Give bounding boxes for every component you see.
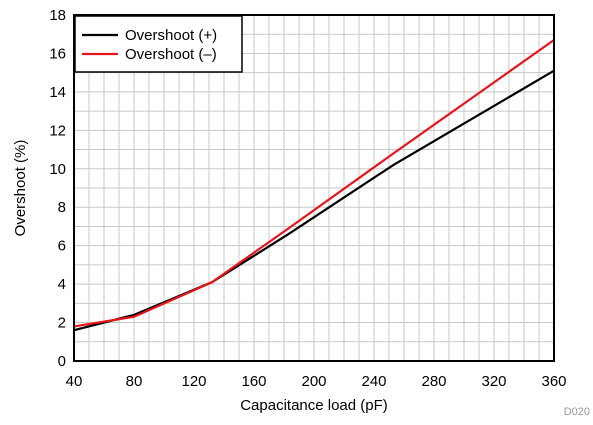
y-tick-label: 4 [58,276,66,293]
x-tick-label: 160 [241,373,266,390]
series-lines [73,39,555,332]
y-tick-label: 16 [49,45,66,62]
legend-label: Overshoot (–) [125,46,217,63]
x-tick-label: 200 [301,373,326,390]
y-tick-label: 18 [49,7,66,24]
plot-frame [73,14,555,362]
x-tick-labels: 40 80 120 160 200 240 280 320 360 [66,373,567,390]
y-tick-label: 0 [58,353,66,370]
series-line-2 [73,39,555,328]
legend-box [74,15,243,73]
figure-code: D020 [564,406,590,418]
x-axis-label: Capacitance load (pF) [240,397,388,414]
x-tick-label: 280 [421,373,446,390]
x-tick-label: 240 [361,373,386,390]
y-tick-labels: 0 2 4 6 8 10 12 14 16 18 [49,7,66,370]
legend: Overshoot (+) Overshoot (–) [74,15,243,73]
x-tick-label: 80 [126,373,143,390]
legend-label: Overshoot (+) [125,27,217,44]
x-tick-label: 120 [181,373,206,390]
x-tick-label: 40 [66,373,83,390]
x-tick-label: 360 [541,373,566,390]
y-tick-label: 14 [49,84,66,101]
y-tick-label: 8 [58,199,66,216]
y-tick-label: 12 [49,122,66,139]
y-tick-label: 6 [58,238,66,255]
x-tick-label: 320 [481,373,506,390]
y-tick-label: 10 [49,161,66,178]
y-axis-label: Overshoot (%) [12,140,29,237]
y-tick-label: 2 [58,315,66,332]
